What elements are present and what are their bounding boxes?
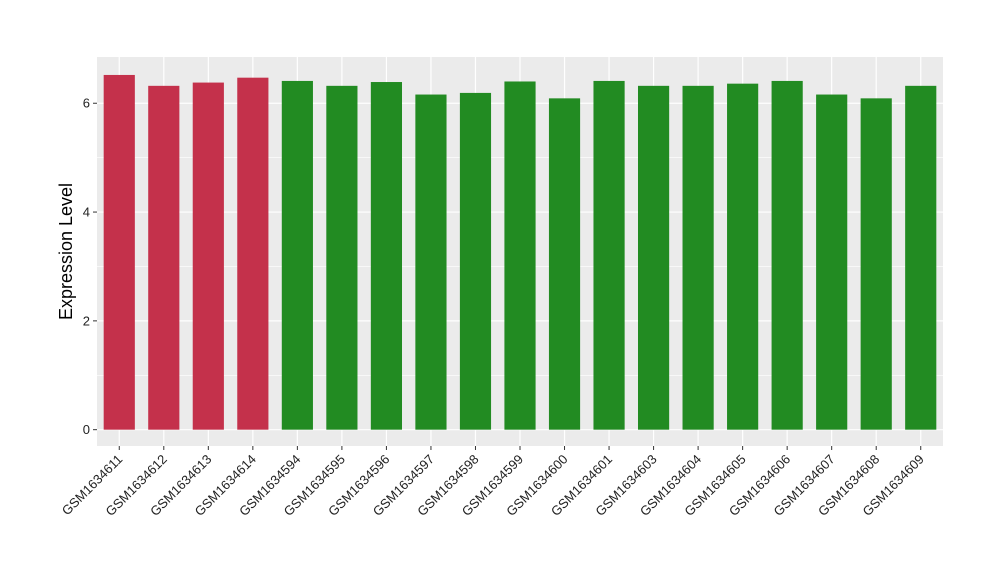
bar-GSM1634609: [905, 85, 937, 430]
bar-GSM1634598: [459, 92, 492, 430]
y-tick-label: 6: [83, 96, 90, 111]
bar-GSM1634600: [548, 98, 581, 430]
bar-GSM1634607: [816, 94, 848, 430]
bar-GSM1634605: [727, 83, 759, 430]
bar-GSM1634613: [192, 82, 224, 430]
bar-GSM1634599: [504, 81, 536, 430]
bar-GSM1634608: [860, 98, 892, 430]
y-axis: 0 2 4 6: [83, 96, 97, 437]
bar-GSM1634595: [326, 85, 358, 430]
bar-GSM1634594: [281, 80, 313, 430]
bar-GSM1634596: [370, 82, 403, 430]
y-tick-label: 4: [83, 205, 90, 220]
bar-GSM1634604: [682, 85, 714, 430]
bar-GSM1634612: [148, 85, 180, 430]
x-axis: GSM1634611GSM1634612GSM1634613GSM1634614…: [59, 446, 927, 519]
bar-GSM1634614: [237, 77, 269, 430]
y-tick-label: 2: [83, 313, 90, 328]
bar-GSM1634597: [415, 94, 447, 430]
y-axis-title: Expression Level: [56, 183, 76, 320]
y-tick-label: 0: [83, 422, 90, 437]
bar-GSM1634606: [771, 80, 803, 430]
bar-GSM1634611: [103, 74, 135, 430]
bar-GSM1634603: [637, 85, 670, 430]
bars: [103, 74, 937, 430]
bar-GSM1634601: [593, 80, 625, 430]
